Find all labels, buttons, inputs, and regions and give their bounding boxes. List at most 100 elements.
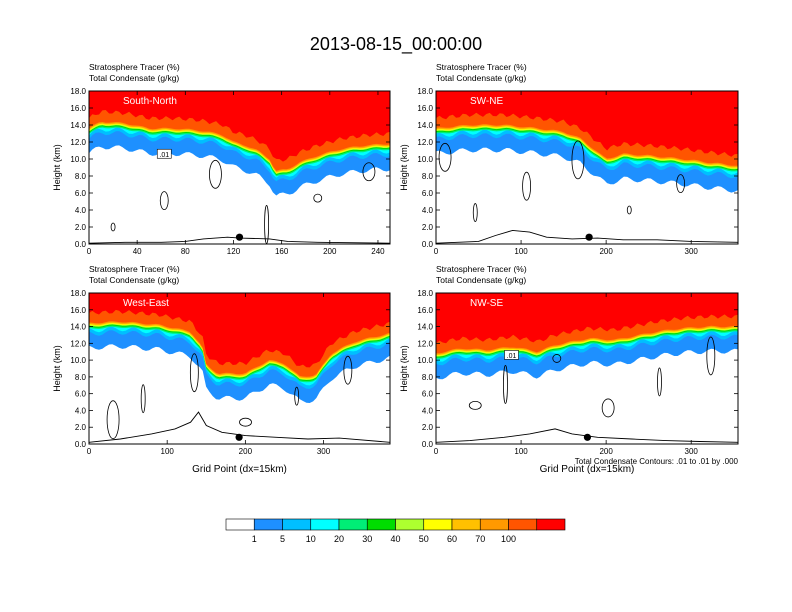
y-tick-label: 16.0 — [417, 306, 433, 315]
y-axis-label: Height (km) — [52, 345, 62, 392]
panel-south-north: South-North .01 0.0 2.0 4.0 6.0 8.0 10.0 12.0 14.… — [52, 62, 391, 256]
condensate-contour — [601, 398, 615, 418]
terrain-line — [435, 428, 739, 443]
colorbar-swatch — [338, 518, 368, 531]
y-tick-label: 16.0 — [70, 306, 86, 315]
condensate-contour — [294, 386, 300, 406]
condensate-contours — [438, 140, 686, 222]
tracer-field — [436, 91, 738, 193]
x-tick-label: 100 — [514, 447, 528, 456]
colorbar-label: 30 — [362, 534, 372, 544]
colorbar-label: 1 — [252, 534, 257, 544]
tracer-band-top — [436, 91, 738, 157]
contour-note: Total Condensate Contours: .01 to .01 by… — [575, 457, 739, 466]
x-axis-label: Grid Point (dx=15km) — [192, 464, 287, 475]
x-axis-label: Grid Point (dx=15km) — [540, 464, 635, 475]
y-tick-label: 10.0 — [70, 356, 86, 365]
condensate-contour — [503, 365, 508, 404]
contour-label: .01 — [507, 353, 517, 360]
colorbar-swatch — [253, 518, 283, 531]
terrain-line — [88, 236, 391, 244]
y-tick-label: 14.0 — [417, 121, 433, 130]
y-tick-label: 18.0 — [70, 289, 86, 298]
condensate-contour — [313, 193, 323, 203]
colorbar-label: 40 — [390, 534, 400, 544]
condensate-contour — [159, 191, 169, 211]
tracer-band-top — [89, 293, 390, 368]
y-tick-label: 18.0 — [417, 289, 433, 298]
y-tick-label: 8.0 — [422, 373, 434, 382]
tracer-field — [436, 293, 738, 380]
contour-label-box — [504, 350, 519, 360]
y-tick-label: 18.0 — [417, 87, 433, 96]
panel-title-line2: Total Condensate (g/kg) — [436, 73, 526, 83]
panel-title-line1: Stratosphere Tracer (%) — [436, 62, 527, 72]
x-tick-label: 300 — [317, 447, 331, 456]
condensate-contour — [209, 159, 222, 189]
condensate-contour — [343, 355, 353, 385]
colorbar-label: 70 — [475, 534, 485, 544]
terrain-line — [88, 411, 391, 443]
colorbar-swatch — [366, 518, 396, 531]
x-tick-label: 160 — [275, 247, 289, 256]
y-tick-label: 8.0 — [75, 373, 87, 382]
x-tick-label: 0 — [87, 247, 92, 256]
condensate-contour — [676, 174, 686, 194]
y-tick-label: 4.0 — [75, 206, 87, 215]
terrain-line — [435, 229, 739, 244]
condensate-contour — [522, 171, 531, 201]
colorbar-swatch — [282, 518, 312, 531]
x-tick-label: 100 — [514, 247, 528, 256]
colorbar-label: 5 — [280, 534, 285, 544]
y-tick-label: 2.0 — [422, 423, 434, 432]
y-tick-label: 16.0 — [70, 104, 86, 113]
colorbar-label: 60 — [447, 534, 457, 544]
condensate-contour — [239, 417, 252, 427]
x-tick-label: 300 — [685, 247, 699, 256]
panel-title-line1: Stratosphere Tracer (%) — [89, 62, 180, 72]
condensate-contour — [438, 142, 452, 172]
location-marker — [235, 433, 243, 441]
y-tick-label: 18.0 — [70, 87, 86, 96]
y-tick-label: 14.0 — [70, 121, 86, 130]
colorbar-swatch — [423, 518, 453, 531]
panel-west-east: West-East 0.0 2.0 4.0 6.0 8.0 10.0 12.0 14.0 16.0… — [52, 264, 391, 475]
colorbar-swatch — [310, 518, 340, 531]
tracer-band-top — [436, 293, 738, 344]
y-tick-label: 0.0 — [422, 240, 434, 249]
y-tick-label: 8.0 — [422, 172, 434, 181]
tracer-band-top — [89, 91, 390, 162]
panel-label: South-North — [123, 96, 177, 107]
y-tick-label: 4.0 — [422, 406, 434, 415]
condensate-contour — [189, 353, 199, 393]
y-axis-label: Height (km) — [399, 144, 409, 191]
tracer-field — [89, 91, 390, 196]
x-tick-label: 120 — [227, 247, 241, 256]
colorbar-swatch — [451, 518, 481, 531]
y-tick-label: 12.0 — [417, 138, 433, 147]
y-tick-label: 0.0 — [75, 240, 87, 249]
plot-frame — [435, 90, 739, 245]
y-tick-label: 14.0 — [417, 323, 433, 332]
y-tick-label: 12.0 — [417, 339, 433, 348]
tracer-field — [89, 293, 390, 403]
x-tick-label: 100 — [161, 447, 175, 456]
colorbar-label: 10 — [306, 534, 316, 544]
panel-title-line1: Stratosphere Tracer (%) — [89, 264, 180, 274]
colorbar-swatch — [479, 518, 509, 531]
x-tick-label: 80 — [181, 247, 190, 256]
condensate-contour — [468, 401, 482, 410]
x-tick-label: 0 — [434, 447, 439, 456]
condensate-contour — [552, 354, 562, 363]
location-marker — [583, 433, 592, 441]
y-tick-label: 2.0 — [75, 423, 87, 432]
y-tick-label: 2.0 — [422, 223, 434, 232]
y-tick-label: 14.0 — [70, 323, 86, 332]
y-tick-label: 8.0 — [75, 172, 87, 181]
condensate-contour — [472, 203, 478, 222]
colorbar-swatch — [225, 518, 255, 531]
panel-title-line2: Total Condensate (g/kg) — [89, 275, 179, 285]
panel-label: West-East — [123, 298, 169, 309]
location-marker — [235, 233, 244, 241]
